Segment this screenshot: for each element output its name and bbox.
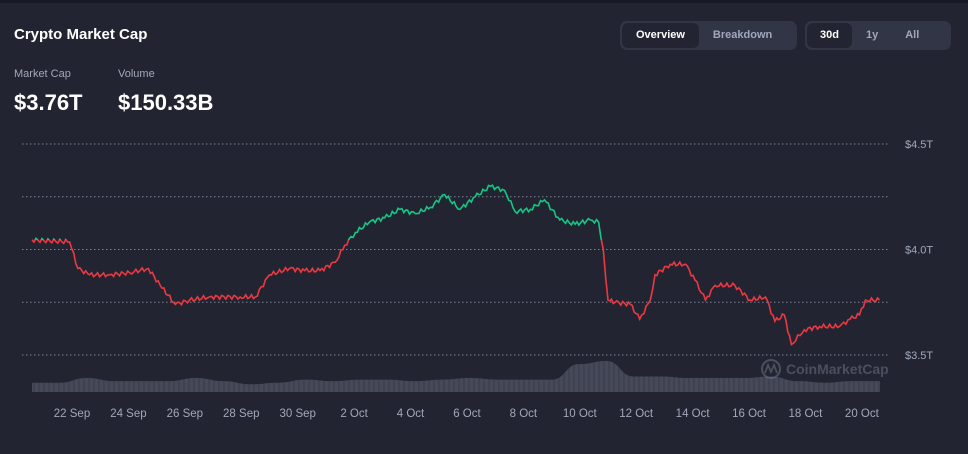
range-toggle: 30d 1y All bbox=[805, 21, 951, 50]
x-tick-label: 8 Oct bbox=[510, 408, 538, 420]
x-tick-label: 24 Sep bbox=[110, 408, 146, 420]
tab-overview[interactable]: Overview bbox=[622, 23, 699, 48]
volume-label: Volume bbox=[118, 68, 155, 80]
coinmarketcap-logo-mark bbox=[764, 362, 778, 375]
x-tick-label: 26 Sep bbox=[167, 408, 203, 420]
x-tick-label: 28 Sep bbox=[223, 408, 259, 420]
top-strip bbox=[0, 0, 968, 3]
x-tick-label: 10 Oct bbox=[563, 408, 598, 420]
x-tick-label: 2 Oct bbox=[340, 408, 368, 420]
volume-value: $150.33B bbox=[118, 90, 214, 115]
market-cap-line-down bbox=[31, 240, 881, 346]
page-title: Crypto Market Cap bbox=[14, 26, 148, 43]
x-tick-label: 12 Oct bbox=[619, 408, 654, 420]
coinmarketcap-watermark: CoinMarketCap bbox=[761, 359, 889, 379]
x-tick-label: 14 Oct bbox=[676, 408, 711, 420]
watermark-text: CoinMarketCap bbox=[786, 361, 889, 377]
market-cap-label: Market Cap bbox=[14, 68, 71, 80]
x-tick-label: 4 Oct bbox=[397, 408, 425, 420]
coinmarketcap-logo-icon bbox=[761, 359, 781, 379]
x-tick-label: 18 Oct bbox=[789, 408, 824, 420]
range-all[interactable]: All bbox=[905, 29, 920, 41]
x-tick-label: 20 Oct bbox=[845, 408, 880, 420]
tab-breakdown[interactable]: Breakdown bbox=[712, 29, 773, 41]
range-30d[interactable]: 30d bbox=[807, 23, 852, 48]
range-1y[interactable]: 1y bbox=[865, 29, 879, 41]
y-tick-label: $3.5T bbox=[905, 350, 933, 362]
x-tick-label: 22 Sep bbox=[54, 408, 90, 420]
x-tick-label: 30 Sep bbox=[279, 408, 315, 420]
y-tick-label: $4.5T bbox=[905, 139, 933, 151]
x-tick-label: 16 Oct bbox=[732, 408, 767, 420]
x-tick-label: 6 Oct bbox=[453, 408, 481, 420]
y-tick-label: $4.0T bbox=[905, 245, 933, 257]
view-toggle: Overview Breakdown bbox=[620, 21, 797, 50]
market-cap-value: $3.76T bbox=[14, 90, 83, 115]
market-cap-line-up bbox=[31, 184, 603, 241]
